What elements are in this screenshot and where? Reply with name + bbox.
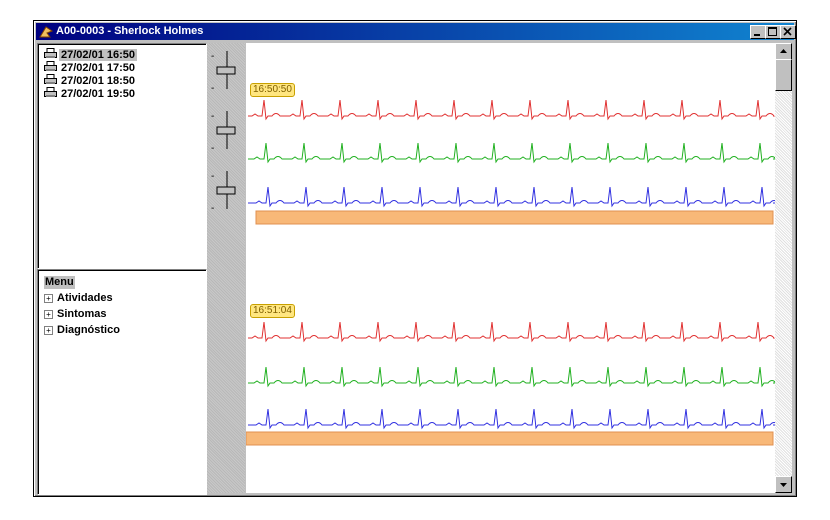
printer-icon (44, 61, 57, 71)
menu-item[interactable]: + Atividades (44, 292, 113, 305)
strip-time: 16:51:04 (250, 304, 295, 318)
menu-item[interactable]: + Diagnóstico (44, 324, 120, 337)
strip-time: 16:50:50 (250, 83, 295, 97)
svg-text:-: - (211, 203, 214, 214)
menu-item[interactable]: + Sintomas (44, 308, 107, 321)
slider[interactable]: -- (211, 51, 236, 94)
ecg-trace (248, 186, 775, 208)
menu-panel: Menu + Atividades + Sintomas + Diagnóstico (37, 269, 207, 495)
maximize-button[interactable] (765, 25, 781, 39)
menu-title: Menu (44, 276, 75, 289)
svg-text:-: - (211, 83, 214, 94)
minimize-button[interactable] (750, 25, 766, 39)
record-label: 27/02/01 16:50 (59, 49, 138, 61)
app-icon (39, 26, 54, 38)
record-label: 27/02/01 18:50 (61, 75, 136, 87)
printer-icon (44, 74, 57, 84)
record-item[interactable]: 27/02/01 19:50 (44, 87, 137, 100)
ecg-trace (248, 142, 775, 164)
printer-icon (44, 48, 57, 58)
ecg-traces (246, 99, 775, 446)
close-button[interactable] (780, 25, 796, 39)
scrollbar[interactable] (775, 43, 792, 493)
ecg-trace (248, 99, 775, 121)
svg-text:-: - (211, 171, 214, 182)
gain-sliders: -- -- -- (207, 43, 245, 493)
ecg-trace (248, 366, 775, 388)
ecg-view: 16:50:50 16:51:04 (246, 43, 775, 493)
menu-item-label: Atividades (57, 292, 113, 304)
ecg-trace (248, 321, 775, 343)
expand-icon[interactable]: + (44, 293, 53, 303)
printer-icon (44, 87, 57, 97)
record-label: 27/02/01 19:50 (61, 88, 136, 100)
slider[interactable]: -- (211, 111, 236, 154)
window: A00-0003 - Sherlock Holmes 27/02/01 16:5… (33, 20, 797, 497)
record-item[interactable]: 27/02/01 18:50 (44, 74, 137, 87)
scroll-thumb[interactable] (775, 59, 792, 91)
scroll-down[interactable] (775, 476, 792, 493)
window-title: A00-0003 - Sherlock Holmes (56, 25, 204, 37)
svg-text:-: - (211, 51, 214, 62)
slider[interactable]: -- (211, 171, 236, 214)
expand-icon[interactable]: + (44, 325, 53, 335)
records-panel: 27/02/01 16:50 27/02/01 17:50 27/02/01 18:… (37, 43, 207, 269)
title-bar: A00-0003 - Sherlock Holmes (36, 23, 796, 40)
svg-text:-: - (211, 143, 214, 154)
menu-item-label: Diagnóstico (57, 324, 120, 336)
strip-bar (246, 431, 774, 446)
record-label: 27/02/01 17:50 (61, 62, 136, 74)
record-item[interactable]: 27/02/01 17:50 (44, 61, 137, 74)
menu-item-label: Sintomas (57, 308, 107, 320)
ecg-trace (248, 408, 775, 430)
record-item[interactable]: 27/02/01 16:50 (44, 48, 138, 61)
expand-icon[interactable]: + (44, 309, 53, 319)
strip-bar (255, 210, 774, 225)
scroll-up[interactable] (775, 43, 792, 60)
svg-text:-: - (211, 111, 214, 122)
